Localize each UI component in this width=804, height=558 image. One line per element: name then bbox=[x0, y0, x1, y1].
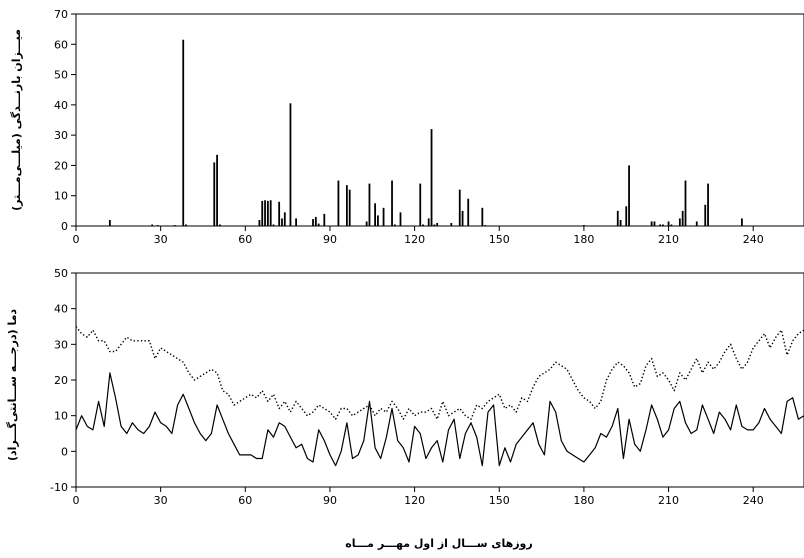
rain-x-tick-label: 210 bbox=[658, 233, 679, 246]
rain-x-tick-label: 90 bbox=[323, 233, 337, 246]
rain-x-tick-label: 0 bbox=[73, 233, 80, 246]
temp-axis-title: دما (درجـــه ســـانتی‌گـــراد) bbox=[6, 309, 19, 461]
rain-x-tick-label: 60 bbox=[238, 233, 252, 246]
rain-y-tick-label: 10 bbox=[54, 190, 68, 203]
temp-y-tick-label: 50 bbox=[54, 267, 68, 280]
x-axis-title: روزهای ســـال از اول مهـــر مـــاه bbox=[345, 537, 532, 550]
rain-y-tick-label: 30 bbox=[54, 129, 68, 142]
temp-x-tick-label: 210 bbox=[658, 494, 679, 507]
rain-plot-frame bbox=[75, 13, 804, 227]
rain-x-tick-label: 150 bbox=[489, 233, 510, 246]
rain-y-tick-label: 20 bbox=[54, 159, 68, 172]
temp-x-tick-label: 30 bbox=[154, 494, 168, 507]
temperature-chart: 0 30 60 90 120 150 180 210 240 -10 0 10 20 30 40 50 bbox=[50, 267, 804, 507]
rain-axis-title: میـــزان بارنـــدگی (میلـــی‌مـــتر) bbox=[10, 29, 23, 211]
rain-x-tick-label: 180 bbox=[573, 233, 594, 246]
temp-y-tick-label: -10 bbox=[50, 481, 68, 494]
temp-x-tick-label: 0 bbox=[73, 494, 80, 507]
temp-x-tick-label: 180 bbox=[573, 494, 594, 507]
temp-y-tick-label: 40 bbox=[54, 303, 68, 316]
temp-plot-frame bbox=[75, 272, 804, 488]
temp-y-tick-label: 30 bbox=[54, 338, 68, 351]
rain-y-tick-label: 70 bbox=[54, 8, 68, 21]
temp-y-tick-label: 0 bbox=[61, 445, 68, 458]
rain-x-tick-label: 240 bbox=[743, 233, 764, 246]
rain-y-tick-label: 0 bbox=[61, 220, 68, 233]
temp-x-tick-label: 90 bbox=[323, 494, 337, 507]
temp-x-tick-label: 60 bbox=[238, 494, 252, 507]
temp-x-tick-label: 240 bbox=[743, 494, 764, 507]
max-temperature-line bbox=[75, 326, 804, 420]
rain-x-tick-label: 120 bbox=[404, 233, 425, 246]
rain-y-tick-label: 50 bbox=[54, 69, 68, 82]
rainfall-chart: 0 30 60 90 120 150 180 210 240 0 10 20 30 40 50 60 70 bbox=[54, 8, 804, 246]
temp-x-tick-label: 150 bbox=[489, 494, 510, 507]
min-temperature-line bbox=[75, 372, 804, 467]
temp-x-tick-label: 120 bbox=[404, 494, 425, 507]
rain-y-tick-label: 60 bbox=[54, 38, 68, 51]
rain-x-tick-label: 30 bbox=[154, 233, 168, 246]
temp-y-tick-label: 20 bbox=[54, 374, 68, 387]
rain-y-tick-label: 40 bbox=[54, 99, 68, 112]
temp-y-tick-label: 10 bbox=[54, 410, 68, 423]
